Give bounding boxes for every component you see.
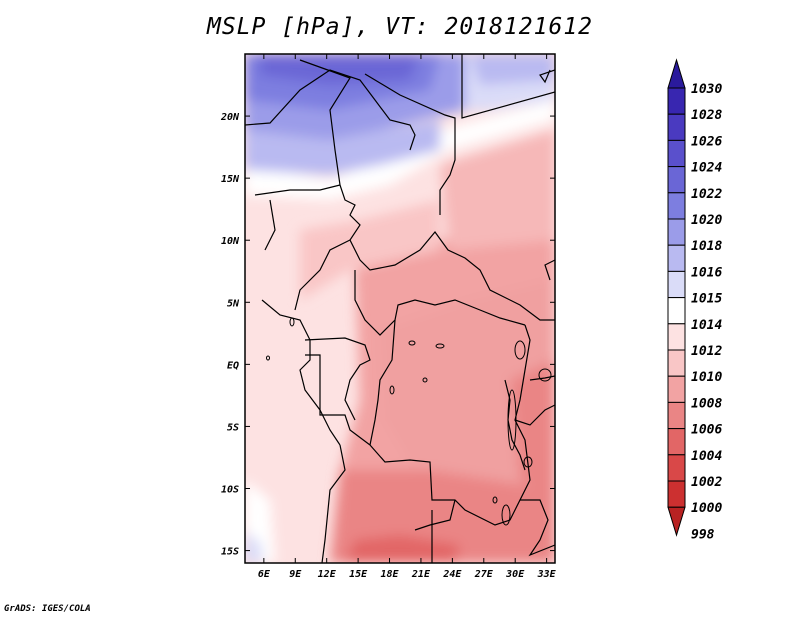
colorbar-label: 1024 [691,161,722,176]
colorbar-label: 1015 [691,292,722,307]
colorbar-swatch [667,349,686,377]
colorbar-label: 1022 [691,187,722,202]
lat-tick-label: 10S [221,485,239,496]
colorbar-label: 1008 [691,396,722,411]
colorbar-swatch [667,192,686,220]
colorbar-swatch [667,218,686,246]
colorbar-swatch [667,166,686,194]
colorbar-label: 1026 [691,134,722,149]
longitude-axis: 6E 9E 12E 15E 18E 21E 24E 27E 30E 33E [258,54,557,580]
colorbar-swatch [667,480,686,508]
colorbar-label: 1002 [691,475,722,490]
colorbar-label: 1000 [691,501,722,516]
colorbar-bottom-arrow [667,506,686,537]
colorbar-swatch [667,375,686,403]
lon-tick-label: 18E [380,569,399,580]
colorbar-label: 1028 [691,108,722,123]
lon-tick-label: 6E [258,569,271,580]
colorbar-swatch [667,401,686,430]
colorbar-swatch [667,454,686,482]
colorbar-swatch [667,113,686,141]
colorbar-label: 1030 [691,82,722,97]
colorbar-label: 1014 [691,318,722,333]
lat-tick-label: 5S [227,422,239,433]
colorbar-label: 1016 [691,265,722,280]
lon-tick-label: 15E [349,569,368,580]
colorbar-swatch [667,244,686,272]
colorbar-swatch [667,87,686,115]
lat-tick-label: 20N [220,112,240,123]
lon-tick-label: 30E [505,569,525,580]
colorbar-swatch [667,297,686,325]
colorbar-label: 1004 [691,449,722,464]
lon-tick-label: 21E [411,569,431,580]
colorbar-swatch [667,139,686,168]
lon-tick-label: 33E [537,569,557,580]
colorbar-swatch [667,270,686,299]
lakes [266,317,552,526]
colorbar-label: 998 [691,527,715,542]
lat-tick-label: 10N [221,236,240,247]
lon-tick-label: 24E [442,569,462,580]
lon-tick-label: 12E [318,569,337,580]
lat-tick-label: EQ [227,360,239,371]
colorbar-label: 1020 [691,213,722,228]
lat-tick-label: 15N [221,174,240,185]
colorbar-label: 1012 [691,344,722,359]
lon-tick-label: 9E [289,569,302,580]
pressure-colorbar: 1030 1028 1026 1024 1022 1020 1018 1016 1015 1014… [667,58,722,542]
country-boundaries [245,54,555,563]
lat-tick-label: 15S [221,547,239,558]
lat-tick-label: 5N [227,298,240,309]
colorbar-swatch [667,428,686,456]
map-title: MSLP [hPa], VT: 2018121612 [206,14,594,40]
pressure-field [245,54,555,563]
lon-tick-label: 27E [474,569,494,580]
grads-credit: GrADS: IGES/COLA [4,604,91,614]
colorbar-label: 1018 [691,239,722,254]
colorbar-top-arrow [667,58,686,89]
colorbar-swatch [667,323,686,351]
map-frame [244,53,556,564]
latitude-axis: 20N 15N 10N 5N EQ 5S 10S 15S [220,112,555,558]
colorbar-label: 1010 [691,370,722,385]
colorbar-label: 1006 [691,423,722,438]
